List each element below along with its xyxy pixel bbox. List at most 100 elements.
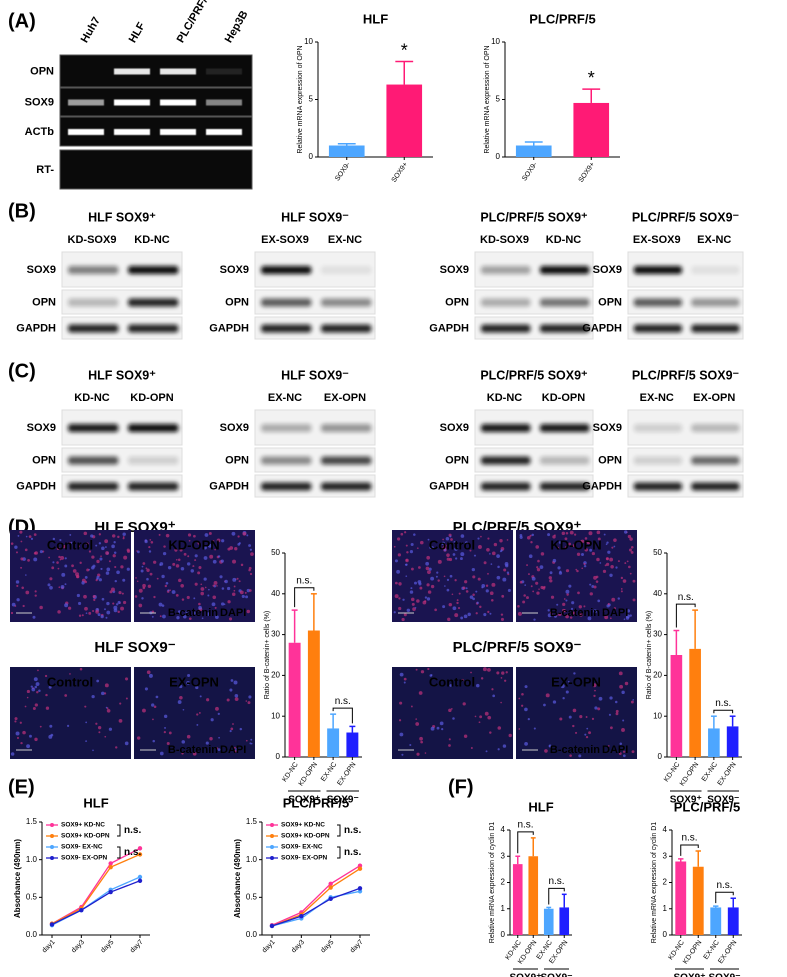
cell: [179, 696, 183, 700]
gel-band: [160, 99, 196, 106]
cell: [565, 569, 570, 573]
cell: [568, 542, 572, 546]
y-tick-label: 10: [271, 711, 280, 720]
cell: [472, 575, 476, 579]
cell: [568, 584, 572, 588]
cell: [141, 565, 144, 568]
cell: [396, 569, 400, 574]
cell: [200, 587, 205, 591]
cell: [196, 723, 199, 726]
cell: [198, 602, 201, 606]
lane-label: HLF: [127, 20, 148, 45]
bar: [573, 102, 610, 157]
cell: [529, 534, 532, 537]
cell: [72, 569, 77, 573]
y-tick-label: 0: [663, 930, 668, 939]
cell: [197, 571, 201, 575]
cell: [607, 550, 611, 554]
cell: [108, 560, 111, 563]
cell: [533, 727, 536, 730]
cell: [620, 576, 624, 580]
blot-band: [261, 324, 312, 333]
cell: [549, 744, 552, 748]
cell: [62, 545, 66, 549]
cell: [92, 564, 96, 568]
cell: [44, 674, 48, 678]
cell: [120, 606, 125, 611]
cell: [70, 541, 73, 544]
row-label: OPN: [32, 296, 56, 308]
legend-marker: [270, 834, 274, 838]
cell: [585, 735, 589, 739]
cell: [621, 690, 625, 695]
cell: [34, 685, 38, 689]
cell: [95, 722, 98, 725]
cell: [174, 548, 178, 552]
cell: [148, 546, 151, 549]
y-tick-label: 0: [496, 152, 501, 161]
row-label: GAPDH: [16, 480, 56, 492]
cell: [505, 671, 508, 674]
y-tick-label: 1: [663, 904, 668, 913]
cell: [21, 586, 24, 590]
blot-row: [254, 316, 376, 340]
cell: [76, 593, 80, 598]
row-label: GAPDH: [582, 480, 622, 492]
cell: [465, 587, 468, 590]
cell: [535, 545, 540, 549]
cell: [123, 600, 127, 605]
cell: [142, 583, 146, 588]
lane-label: EX-NC: [697, 234, 731, 246]
y-tick-label: 10: [491, 37, 500, 46]
cell: [30, 685, 33, 688]
cell: [229, 617, 233, 621]
cell: [105, 706, 108, 709]
cell: [491, 688, 494, 691]
cell: [104, 608, 106, 611]
cell: [101, 546, 105, 551]
x-tick-label: KD-NC: [667, 939, 685, 961]
cell: [19, 530, 23, 534]
cell: [446, 557, 450, 561]
bar: [675, 861, 687, 935]
cell: [120, 565, 124, 569]
cell: [547, 533, 551, 537]
cell: [232, 723, 234, 725]
cell: [460, 552, 465, 557]
cell: [232, 577, 237, 582]
group-label: SOX9⁻: [707, 795, 739, 806]
significance: n.s.: [124, 825, 141, 836]
cell: [52, 561, 55, 564]
cell: [14, 545, 18, 549]
bracket: [548, 887, 565, 905]
cell: [597, 707, 601, 711]
cell: [442, 538, 444, 541]
cell: [484, 711, 489, 716]
cell: [177, 700, 182, 704]
cell: [472, 597, 475, 601]
cell: [24, 705, 27, 708]
cell: [442, 605, 446, 609]
point: [299, 913, 304, 919]
row-label: OPN: [225, 454, 249, 466]
cell: [60, 556, 65, 560]
cell: [112, 602, 115, 605]
cell: [49, 724, 53, 728]
cell: [403, 681, 406, 684]
cell: [34, 703, 38, 707]
cell: [576, 552, 581, 557]
cell: [418, 691, 423, 695]
panel-name: KD-OPN: [550, 537, 601, 552]
cell: [430, 584, 435, 589]
blot-band: [633, 266, 683, 274]
cell: [630, 700, 634, 704]
cell: [609, 726, 613, 730]
cell: [452, 606, 457, 611]
blot-band: [68, 482, 119, 491]
blot-band: [321, 482, 372, 491]
cell: [114, 579, 117, 583]
cell: [153, 560, 157, 564]
row-label: OPN: [445, 454, 469, 466]
cell: [136, 580, 139, 583]
